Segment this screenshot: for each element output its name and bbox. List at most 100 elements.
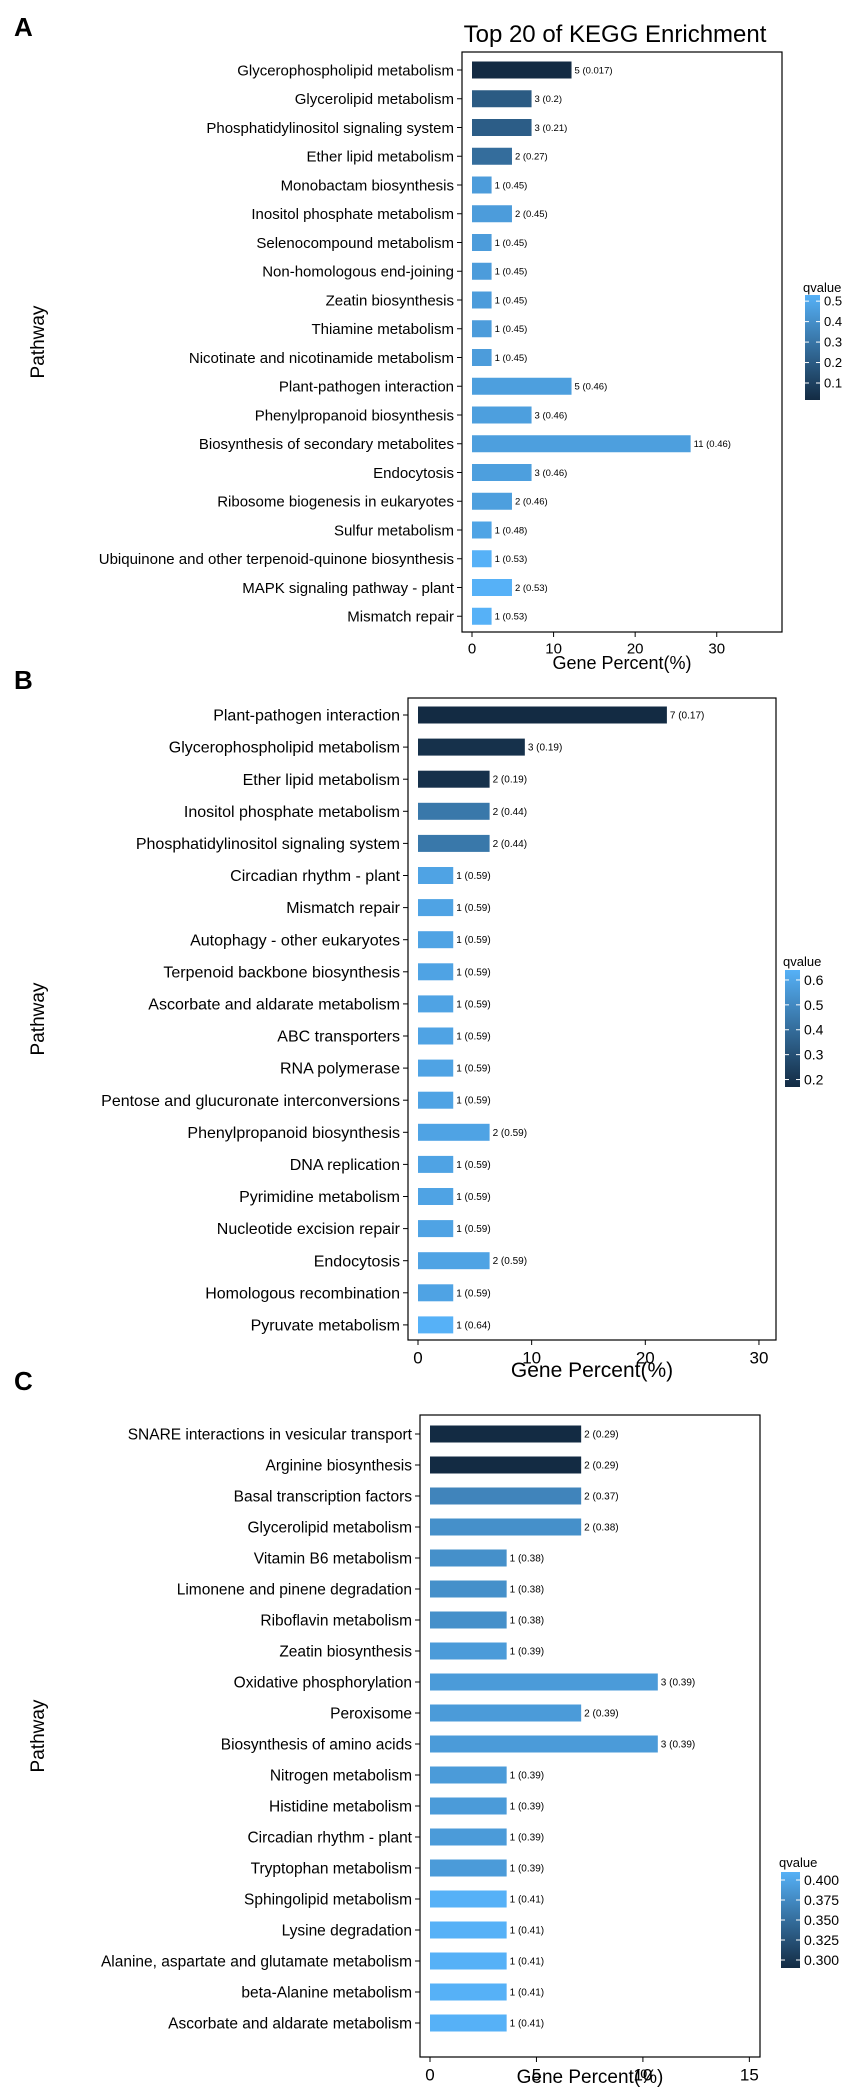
- y-tick-label: Endocytosis: [373, 465, 454, 482]
- plot-frame: [407, 697, 777, 1341]
- y-tick-label: Oxidative phosphorylation: [234, 1674, 412, 1691]
- x-tick-label: 0: [425, 2065, 434, 2084]
- y-tick-label: Circadian rhythm - plant: [247, 1829, 412, 1846]
- bar-label: 1 (0.41): [510, 2019, 544, 2030]
- bar: [418, 1252, 490, 1270]
- bar-label: 3 (0.39): [661, 1740, 695, 1751]
- bar-label: 1 (0.39): [510, 1802, 544, 1813]
- bar: [430, 1642, 507, 1660]
- y-tick-label: Phosphatidylinositol signaling system: [206, 120, 454, 137]
- x-axis-label: Gene Percent(%): [552, 653, 691, 673]
- y-tick-label: Terpenoid backbone biosynthesis: [163, 964, 400, 981]
- bar-label: 1 (0.41): [510, 1988, 544, 1999]
- bar: [430, 1890, 507, 1908]
- y-tick-label: Biosynthesis of secondary metabolites: [199, 436, 454, 453]
- bar-label: 2 (0.59): [493, 1256, 527, 1267]
- legend-tick-label: 0.1: [824, 376, 842, 391]
- bar: [430, 1797, 507, 1815]
- y-tick-label: MAPK signaling pathway - plant: [242, 580, 455, 597]
- y-tick-label: Nicotinate and nicotinamide metabolism: [189, 350, 454, 367]
- legend-tick-label: 0.400: [804, 1872, 839, 1888]
- bar: [472, 579, 512, 596]
- bar: [430, 1518, 582, 1536]
- x-tick-label: 10: [522, 1348, 541, 1367]
- legend-tick-label: 0.6: [804, 972, 824, 988]
- bar-label: 1 (0.59): [456, 967, 490, 978]
- y-tick-label: Sphingolipid metabolism: [244, 1891, 412, 1908]
- x-tick-label: 30: [749, 1348, 768, 1367]
- bar-label: 1 (0.59): [456, 903, 490, 914]
- y-tick-label: Phosphatidylinositol signaling system: [136, 836, 400, 853]
- bar: [472, 320, 492, 338]
- bar-label: 1 (0.38): [510, 1616, 544, 1627]
- bar: [430, 1549, 507, 1567]
- bar-label: 1 (0.59): [456, 871, 490, 882]
- y-axis-label: Pathway: [28, 982, 49, 1055]
- bar-label: 1 (0.59): [456, 1192, 490, 1203]
- bar-label: 1 (0.59): [456, 1160, 490, 1171]
- bar: [472, 90, 532, 108]
- y-tick-label: Ether lipid metabolism: [243, 772, 400, 789]
- bar-label: 2 (0.29): [584, 1430, 618, 1441]
- bar: [472, 61, 572, 79]
- y-tick-label: Thiamine metabolism: [311, 321, 454, 338]
- bar-label: 1 (0.39): [510, 1647, 544, 1658]
- bar-label: 1 (0.41): [510, 1895, 544, 1906]
- bar: [430, 1580, 507, 1598]
- y-tick-label: Phenylpropanoid biosynthesis: [187, 1125, 400, 1142]
- bar-label: 1 (0.39): [510, 1771, 544, 1782]
- bar: [430, 2014, 507, 2032]
- bar-label: 1 (0.45): [495, 353, 528, 364]
- legend-colorbar: [805, 295, 820, 400]
- bar: [472, 607, 492, 625]
- bar-label: 2 (0.27): [515, 152, 548, 163]
- bar: [472, 492, 512, 510]
- bar: [430, 1673, 658, 1691]
- y-tick-label: DNA replication: [290, 1157, 400, 1174]
- bar: [472, 349, 492, 366]
- bar: [418, 1220, 454, 1238]
- y-axis-label: Pathway: [28, 305, 49, 378]
- y-tick-label: Ubiquinone and other terpenoid-quinone b…: [99, 551, 454, 568]
- y-tick-label: Phenylpropanoid biosynthesis: [255, 407, 454, 424]
- bar: [430, 1952, 507, 1970]
- y-tick-label: Glycerolipid metabolism: [247, 1519, 412, 1536]
- bar-label: 2 (0.46): [515, 497, 548, 508]
- y-tick-label: Histidine metabolism: [269, 1798, 412, 1815]
- x-axis-label: Gene Percent(%): [517, 2067, 664, 2087]
- x-tick-label: 0: [413, 1348, 422, 1367]
- y-axis-label: Pathway: [28, 1699, 49, 1772]
- y-tick-label: Inositol phosphate metabolism: [251, 206, 454, 223]
- y-tick-label: Riboflavin metabolism: [260, 1612, 412, 1629]
- y-tick-label: Zeatin biosynthesis: [326, 292, 454, 309]
- x-tick-label: 10: [545, 641, 562, 658]
- bar: [418, 1284, 454, 1302]
- bar: [418, 802, 490, 820]
- legend-colorbar: [785, 970, 800, 1087]
- bar: [418, 1316, 454, 1334]
- bar: [418, 867, 454, 884]
- bar-label: 2 (0.45): [515, 209, 548, 220]
- y-tick-label: Pyruvate metabolism: [251, 1318, 400, 1335]
- bar-label: 2 (0.44): [493, 839, 527, 850]
- plot-frame: [461, 51, 783, 633]
- bar-label: 5 (0.017): [575, 65, 613, 76]
- legend-tick-label: 0.2: [824, 355, 842, 370]
- bar-label: 7 (0.17): [670, 711, 704, 722]
- bar-label: 2 (0.38): [584, 1523, 618, 1534]
- y-tick-label: Plant-pathogen interaction: [279, 379, 454, 396]
- bar: [418, 963, 454, 981]
- legend-tick-label: 0.300: [804, 1952, 839, 1968]
- legend-tick-label: 0.350: [804, 1912, 839, 1928]
- bar: [418, 706, 667, 724]
- bar-label: 11 (0.46): [694, 439, 731, 450]
- bar-label: 1 (0.59): [456, 1032, 490, 1043]
- y-tick-label: Tryptophan metabolism: [251, 1860, 412, 1877]
- y-tick-label: Circadian rhythm - plant: [230, 868, 400, 885]
- bar-label: 3 (0.19): [528, 743, 562, 754]
- y-tick-label: Zeatin biosynthesis: [279, 1643, 412, 1660]
- bar-label: 1 (0.41): [510, 1926, 544, 1937]
- y-tick-label: Limonene and pinene degradation: [177, 1581, 412, 1598]
- panel-label: B: [14, 665, 33, 695]
